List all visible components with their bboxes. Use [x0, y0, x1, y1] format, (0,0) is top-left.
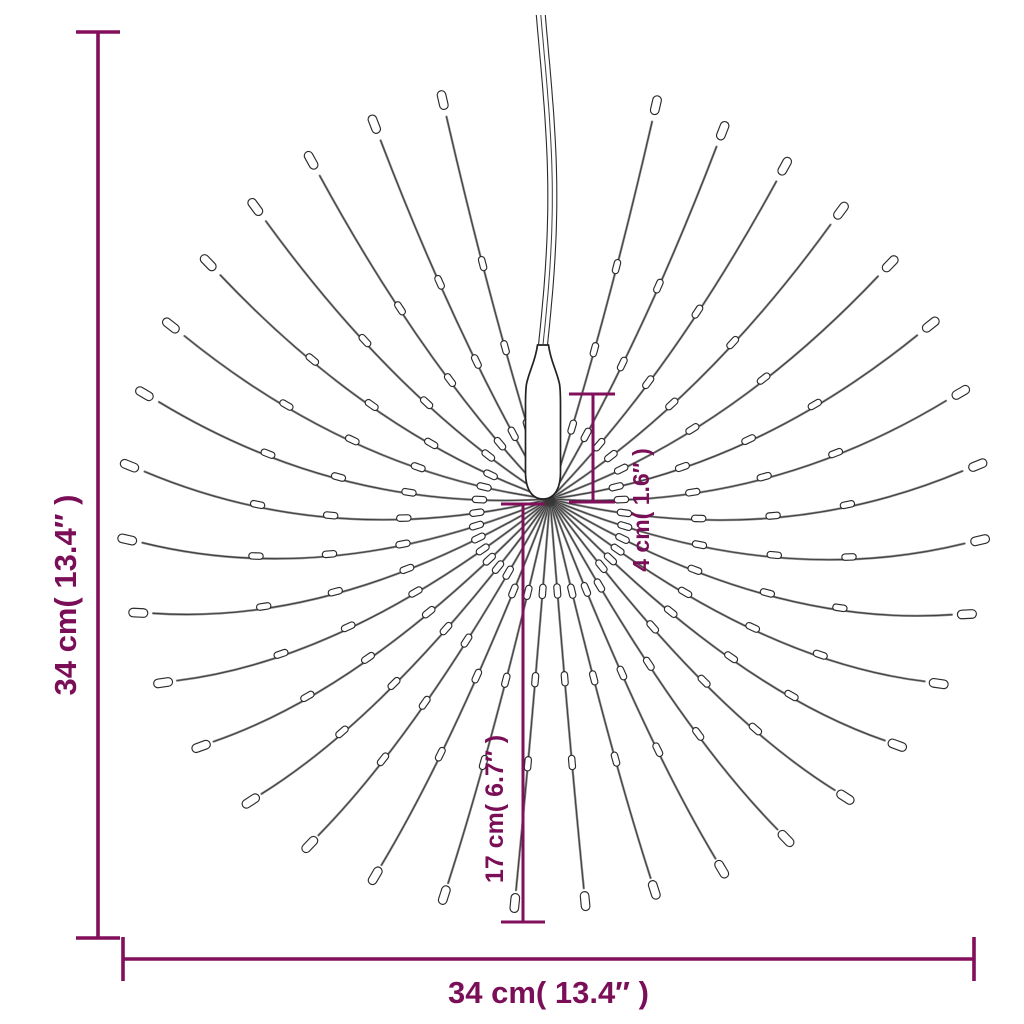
svg-text:34 cm( 13.4″ ): 34 cm( 13.4″ ) [448, 975, 649, 1010]
svg-text:34 cm( 13.4″ ): 34 cm( 13.4″ ) [48, 495, 83, 696]
svg-text:17 cm( 6.7″ ): 17 cm( 6.7″ ) [481, 735, 509, 883]
svg-text:4 cm( 1.6″ ): 4 cm( 1.6″ ) [628, 448, 654, 572]
